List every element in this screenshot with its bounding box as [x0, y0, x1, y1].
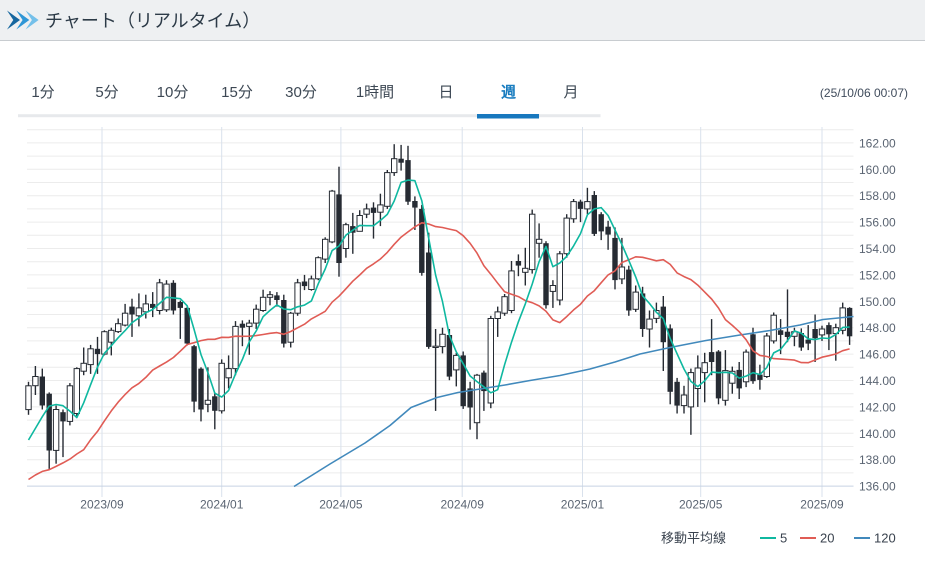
svg-text:移動平均線: 移動平均線 — [661, 531, 726, 546]
svg-text:136.00: 136.00 — [859, 480, 896, 494]
svg-text:142.00: 142.00 — [859, 400, 896, 414]
svg-text:5: 5 — [780, 531, 787, 546]
svg-text:1分: 1分 — [31, 84, 54, 101]
svg-text:週: 週 — [501, 84, 516, 101]
svg-text:20: 20 — [820, 531, 834, 546]
svg-text:140.00: 140.00 — [859, 427, 896, 441]
svg-text:10分: 10分 — [157, 84, 189, 101]
svg-text:158.00: 158.00 — [859, 189, 896, 203]
svg-text:162.00: 162.00 — [859, 136, 896, 150]
svg-text:152.00: 152.00 — [859, 268, 896, 282]
svg-text:5分: 5分 — [95, 84, 118, 101]
svg-text:30分: 30分 — [285, 84, 317, 101]
svg-text:146.00: 146.00 — [859, 348, 896, 362]
svg-text:2025/01: 2025/01 — [561, 498, 605, 512]
svg-text:2023/09: 2023/09 — [80, 498, 124, 512]
svg-text:月: 月 — [563, 84, 578, 101]
svg-text:2024/09: 2024/09 — [441, 498, 485, 512]
svg-text:120: 120 — [874, 531, 896, 546]
svg-text:138.00: 138.00 — [859, 453, 896, 467]
svg-text:2025/05: 2025/05 — [679, 498, 723, 512]
svg-text:156.00: 156.00 — [859, 216, 896, 230]
svg-text:2025/09: 2025/09 — [800, 498, 844, 512]
svg-text:2024/01: 2024/01 — [200, 498, 244, 512]
svg-text:148.00: 148.00 — [859, 321, 896, 335]
svg-text:日: 日 — [438, 84, 453, 101]
svg-text:150.00: 150.00 — [859, 295, 896, 309]
svg-text:(25/10/06 00:07): (25/10/06 00:07) — [820, 86, 908, 100]
svg-text:160.00: 160.00 — [859, 163, 896, 177]
svg-text:チャート（リアルタイム）: チャート（リアルタイム） — [45, 11, 260, 31]
svg-text:154.00: 154.00 — [859, 242, 896, 256]
svg-text:2024/05: 2024/05 — [319, 498, 363, 512]
svg-text:144.00: 144.00 — [859, 374, 896, 388]
svg-text:1時間: 1時間 — [356, 84, 394, 101]
svg-text:15分: 15分 — [221, 84, 253, 101]
